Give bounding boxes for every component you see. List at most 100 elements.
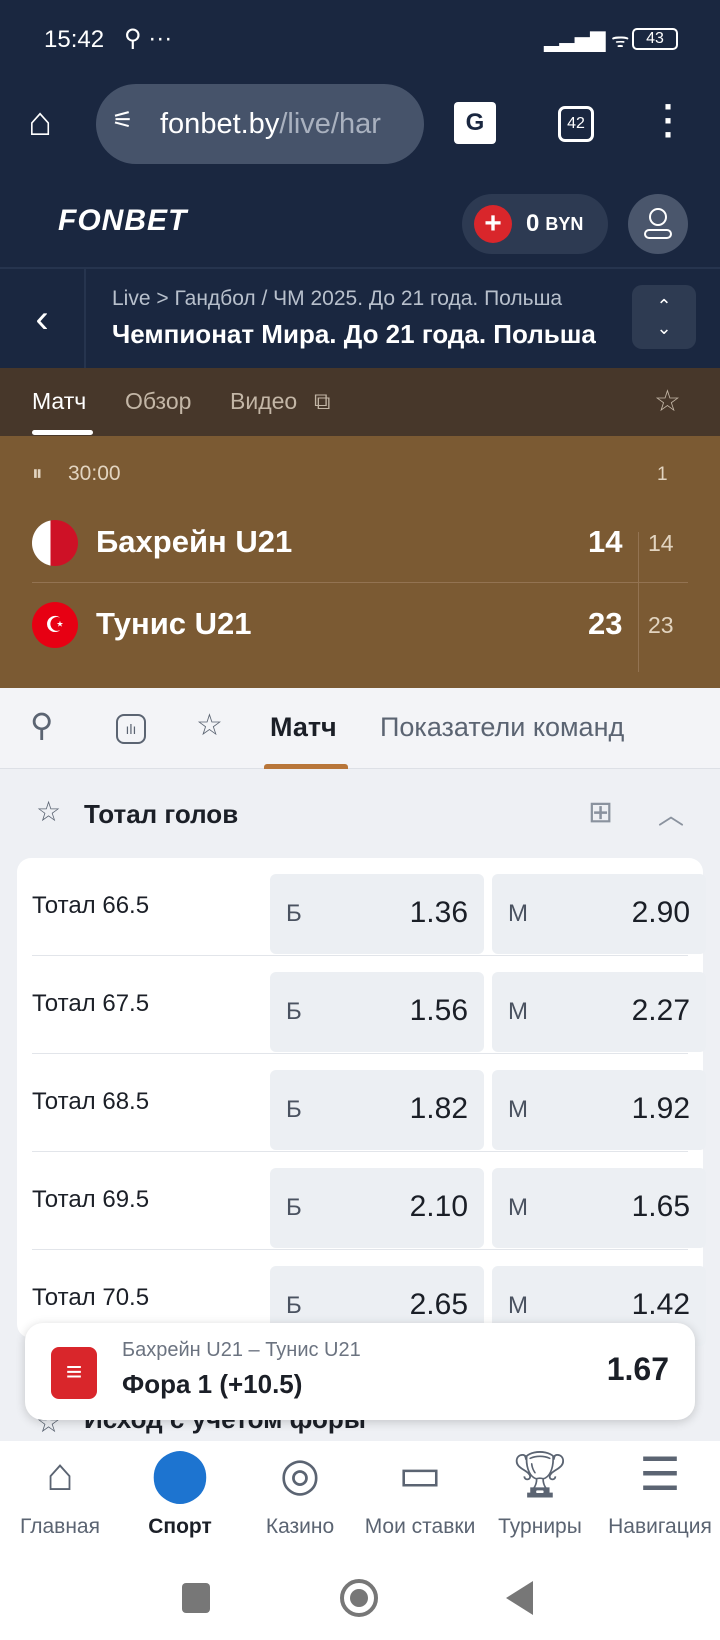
url-bar[interactable]: ⚟ fonbet.by/live/har (96, 84, 424, 164)
system-nav (0, 1559, 720, 1640)
menu-search-icon: ☰ (639, 1448, 681, 1500)
tab-match[interactable]: Матч (270, 712, 337, 742)
site-settings-icon[interactable]: ⚟ (112, 107, 134, 134)
over-odd: 2.65 (409, 1288, 468, 1321)
match-time: 30:00 (68, 462, 121, 485)
nav-item[interactable]: ☰ Навигация (600, 1441, 720, 1539)
tab-match[interactable]: Матч (32, 388, 87, 414)
breadcrumb-path[interactable]: Live > Гандбол / ЧМ 2025. До 21 года. По… (112, 287, 563, 310)
home-circle-icon[interactable] (340, 1579, 378, 1617)
nav-label: Главная (20, 1515, 100, 1538)
favorite-star-icon[interactable]: ☆ (36, 796, 62, 827)
translate-icon[interactable]: G (454, 102, 496, 144)
deposit-plus-icon: + (474, 205, 512, 243)
balance-currency: BYN (545, 213, 584, 234)
nav-label: Спорт (148, 1515, 212, 1538)
over-odd-button[interactable]: Б 1.36 (270, 874, 484, 954)
over-odd: 1.56 (409, 994, 468, 1027)
url-path: /live/har (279, 107, 381, 140)
total-label: Тотал 67.5 (32, 990, 150, 1017)
collapse-chevron-icon[interactable]: ︿ (658, 800, 685, 830)
tabs-count-button[interactable]: 42 (558, 106, 594, 142)
team-home-score: 14 (588, 524, 623, 559)
over-label: Б (286, 1194, 302, 1221)
team-away-name: Тунис U21 (96, 606, 252, 641)
trophy-icon: 🏆︎ (510, 1447, 570, 1500)
user-icon (649, 208, 667, 226)
nav-item[interactable]: ⬤ Спорт (120, 1441, 240, 1539)
expand-chevrons-icon[interactable]: ⌃ ⌄ (632, 285, 696, 349)
over-label: Б (286, 1096, 302, 1123)
nav-item[interactable]: ⌂ Главная (0, 1441, 120, 1539)
casino-chip-icon: ◎ (279, 1448, 321, 1500)
tab-overview[interactable]: Обзор (125, 388, 192, 414)
total-row: Тотал 68.5 Б 1.82 М 1.92 (32, 1054, 706, 1152)
back-triangle-icon[interactable] (506, 1581, 533, 1615)
team-away-score: 23 (588, 606, 623, 641)
favorites-star-icon[interactable]: ☆ (196, 709, 223, 742)
balance-amount: 0 (526, 210, 540, 237)
total-row: Тотал 67.5 Б 1.56 М 2.27 (32, 956, 706, 1054)
home-icon[interactable]: ⌂ (28, 100, 53, 144)
back-chevron-icon[interactable]: ‹ (0, 269, 86, 370)
team-home-period-score: 14 (648, 530, 674, 556)
search-icon: ⚲ ··· (124, 25, 173, 52)
under-odd: 1.42 (631, 1288, 690, 1321)
active-tab-indicator (32, 430, 93, 435)
recents-square-icon[interactable] (182, 1583, 210, 1613)
nav-label: Турниры (498, 1515, 582, 1538)
nav-label: Навигация (608, 1515, 712, 1538)
under-odd-button[interactable]: М 2.90 (492, 874, 706, 954)
total-label: Тотал 68.5 (32, 1088, 150, 1115)
grid-view-icon[interactable]: ⊞ (588, 796, 614, 829)
over-odd: 2.10 (409, 1190, 468, 1223)
more-menu-icon[interactable]: · · · (663, 86, 675, 155)
tab-team-stats[interactable]: Показатели команд (380, 712, 625, 742)
profile-button[interactable] (628, 194, 688, 254)
home-icon: ⌂ (46, 1448, 74, 1500)
nav-item[interactable]: ▭ Мои ставки (360, 1441, 480, 1539)
under-odd: 1.65 (631, 1190, 690, 1223)
ticket-icon: ▭ (398, 1448, 442, 1500)
total-row: Тотал 66.5 Б 1.36 М 2.90 (32, 858, 706, 956)
signal-icon: ▂▃▅▇ ᯤ (544, 30, 630, 52)
team-home-name: Бахрейн U21 (96, 524, 293, 559)
stats-icon[interactable]: ılı (116, 714, 146, 744)
nav-item[interactable]: 🏆︎ Турниры (480, 1441, 600, 1539)
top-area: 15:42 ⚲ ··· ▂▃▅▇ ᯤ 43 ⌂ ⚟ fonbet.by/live… (0, 0, 720, 370)
under-label: М (508, 1194, 528, 1221)
breadcrumb: ‹ Live > Гандбол / ЧМ 2025. До 21 года. … (0, 267, 720, 370)
tab-video[interactable]: Видео (230, 388, 298, 414)
over-odd-button[interactable]: Б 1.82 (270, 1070, 484, 1150)
under-label: М (508, 1096, 528, 1123)
scoreboard: ⏸ 30:00 1 Бахрейн U21 14 14 ☪ Тунис U21 … (0, 436, 720, 688)
url-host: fonbet.by (160, 107, 280, 140)
under-label: М (508, 1292, 528, 1319)
over-odd-button[interactable]: Б 1.56 (270, 972, 484, 1052)
fonbet-logo[interactable]: FONBET (58, 204, 188, 237)
battery-icon: 43 (632, 28, 678, 50)
over-odd-button[interactable]: Б 2.10 (270, 1168, 484, 1248)
favorite-star-icon[interactable]: ☆ (654, 385, 681, 418)
bottom-nav: ⌂ Главная ⬤ Спорт ◎ Казино ▭ Мои ставки 🏆︎ Турнир… (0, 1441, 720, 1559)
nav-label: Казино (265, 1515, 335, 1538)
status-time: 15:42 (44, 26, 105, 53)
user-icon-body (644, 229, 672, 239)
balance-button[interactable]: + 0 BYN (462, 194, 608, 254)
over-odd: 1.82 (409, 1092, 468, 1125)
bahrain-flag (32, 520, 78, 566)
total-label: Тотал 66.5 (32, 892, 150, 919)
divider (638, 532, 639, 672)
under-odd-button[interactable]: М 1.65 (492, 1168, 706, 1248)
bet-slip-match: Бахрейн U21 – Тунис U21 (122, 1339, 361, 1361)
search-icon[interactable]: ⚲ (30, 707, 54, 743)
over-label: Б (286, 900, 302, 927)
bet-slip-popup[interactable]: ≡ Бахрейн U21 – Тунис U21 Фора 1 (+10.5)… (25, 1323, 695, 1420)
section-header[interactable]: ☆ Тотал голов ⊞ ︿ (0, 769, 720, 858)
ball-icon: ⬤ (150, 1445, 210, 1503)
under-odd: 2.27 (631, 994, 690, 1027)
nav-item[interactable]: ◎ Казино (240, 1441, 360, 1539)
market-tabs: ⚲ ılı ☆ Матч Показатели команд (0, 688, 720, 769)
under-odd-button[interactable]: М 2.27 (492, 972, 706, 1052)
under-odd-button[interactable]: М 1.92 (492, 1070, 706, 1150)
